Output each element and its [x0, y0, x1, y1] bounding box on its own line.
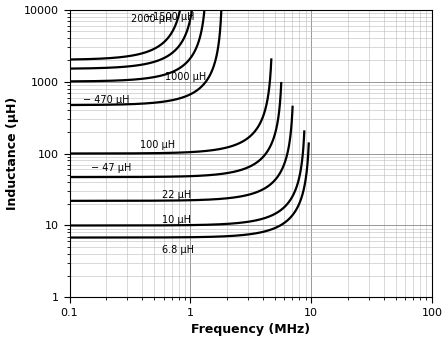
- Y-axis label: Inductance (μH): Inductance (μH): [5, 97, 18, 210]
- Text: 10 μH: 10 μH: [162, 215, 191, 225]
- X-axis label: Frequency (MHz): Frequency (MHz): [191, 324, 310, 337]
- Text: − 47 μH: − 47 μH: [91, 163, 131, 173]
- Text: −1500 μH: −1500 μH: [145, 12, 194, 22]
- Text: − 470 μH: − 470 μH: [83, 95, 130, 105]
- Text: 1000 μH: 1000 μH: [165, 72, 207, 82]
- Text: 22 μH: 22 μH: [162, 190, 191, 200]
- Text: 6.8 μH: 6.8 μH: [162, 246, 194, 255]
- Text: 100 μH: 100 μH: [140, 140, 175, 150]
- Text: 2000 μH: 2000 μH: [130, 14, 172, 24]
